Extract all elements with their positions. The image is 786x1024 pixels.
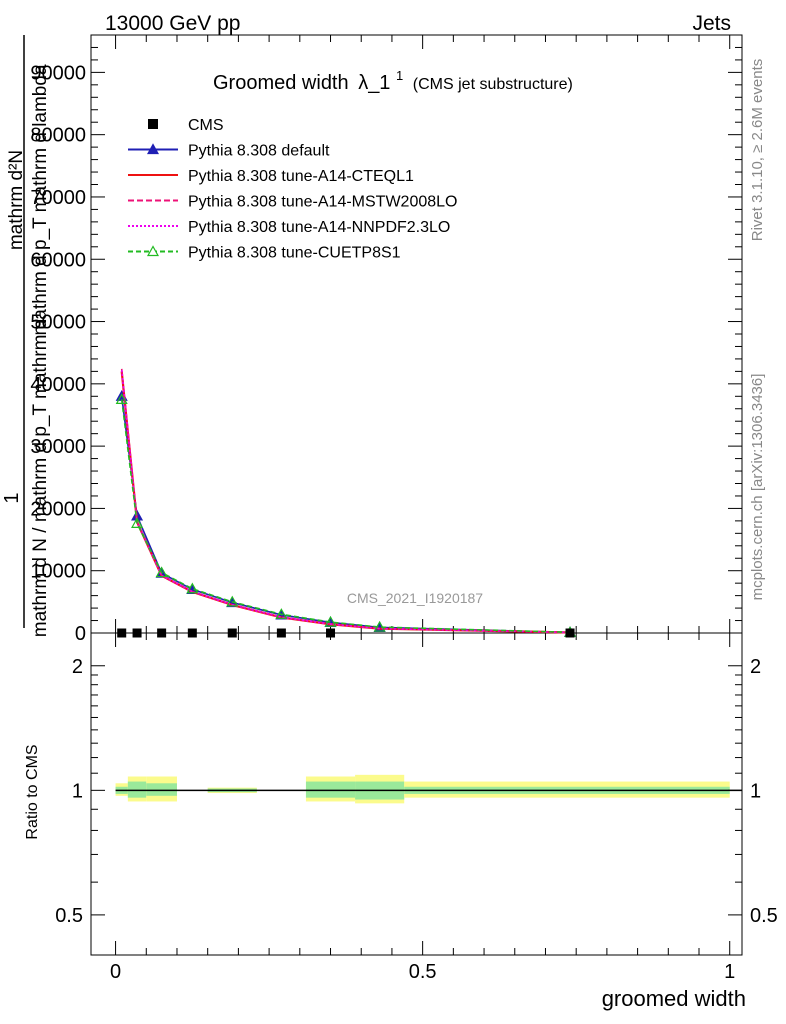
legend-label: Pythia 8.308 tune-CUETP8S1 [188, 245, 401, 262]
header-right-label: Jets [692, 12, 731, 35]
ratio-band-green [146, 783, 177, 796]
x-tick-label: 0 [110, 961, 121, 983]
ratio-layer [115, 774, 742, 804]
ratio-tick-label: 0.5 [55, 905, 83, 927]
legend-marker [146, 143, 160, 155]
legend-marker [146, 245, 160, 257]
cms-data-point [565, 628, 575, 638]
y-tick-label: 80000 [30, 125, 86, 147]
series-marker [131, 517, 144, 528]
legend-label-cms: CMS [188, 117, 224, 134]
ratio-tick-label: 1 [72, 780, 83, 802]
y-tick-label: 20000 [30, 498, 86, 520]
x-axis-label: groomed width [602, 986, 746, 1011]
chart-title-sup: 1 [396, 68, 403, 83]
cms-data-point [276, 628, 286, 638]
y-axis-label: 1 mathrm d²N mathrm d p_T mathrm d lambd… [1, 35, 51, 637]
series-marker [226, 595, 239, 607]
legend-label: Pythia 8.308 tune-A14-CTEQL1 [188, 168, 414, 185]
y-tick-label: 50000 [30, 312, 86, 334]
y-tick-label: 10000 [30, 561, 86, 583]
cms-data-point [132, 628, 142, 638]
data-points-layer [117, 628, 575, 638]
cms-data-point [227, 628, 237, 638]
ratio-tick-label-right: 2 [750, 656, 761, 678]
x-tick-label: 1 [724, 961, 735, 983]
series-line [120, 370, 571, 634]
y-tick-label: 70000 [30, 187, 86, 209]
legend-label: Pythia 8.308 tune-A14-MSTW2008LO [188, 194, 457, 211]
ratio-plot-frame [90, 632, 743, 956]
header-left-label: 13000 GeV pp [105, 12, 240, 35]
series-marker [115, 393, 128, 405]
legend: CMS Pythia 8.308 default Pythia 8.308 tune… [128, 117, 457, 262]
series-marker [373, 620, 386, 632]
y-tick-label: 90000 [30, 62, 86, 84]
cms-data-point [326, 628, 336, 638]
x-tick-label: 0.5 [409, 961, 437, 983]
cms-data-point [157, 628, 167, 638]
y-label-numerator: mathrm d²N [6, 150, 27, 250]
series-marker [186, 582, 199, 594]
y-label-denominator: mathrm d p_T mathrm d lambda [30, 64, 51, 335]
ratio-tick-label-right: 0.5 [750, 905, 778, 927]
series-layer [115, 368, 577, 637]
y-tick-label: 30000 [30, 436, 86, 458]
ratio-tick-label: 2 [72, 656, 83, 678]
cms-data-point [187, 628, 197, 638]
ratio-tick-label-right: 1 [750, 780, 761, 802]
chart-title-note: (CMS jet substructure) [413, 76, 573, 93]
y-tick-label: 60000 [30, 249, 86, 271]
cms-data-point [117, 628, 127, 638]
legend-marker-cms [148, 119, 158, 129]
series-marker [324, 615, 337, 627]
rivet-side-label: Rivet 3.1.10, ≥ 2.6M events [749, 59, 766, 242]
y-label-numerator-2: mathrm d N / mathrm d p_T mathrm d [30, 319, 51, 638]
legend-label: Pythia 8.308 default [188, 143, 330, 160]
chart-title-main: Groomed width [213, 72, 349, 94]
ratio-y-axis-label: Ratio to CMS [24, 744, 41, 839]
y-label-one: 1 [1, 492, 23, 503]
y-tick-label: 0 [75, 623, 86, 645]
series-line [120, 399, 571, 634]
series-line [120, 396, 571, 634]
chart-title: Groomed width λ_1 1 (CMS jet substructur… [213, 63, 573, 94]
mcplots-side-label: mcplots.cern.ch [arXiv:1306.3436] [749, 374, 766, 601]
legend-label: Pythia 8.308 tune-A14-NNPDF2.3LO [188, 219, 450, 236]
y-tick-label: 40000 [30, 374, 86, 396]
series-marker [155, 566, 168, 578]
chart-title-symbol: λ_1 [358, 72, 390, 94]
series-marker [275, 608, 288, 619]
watermark-label: CMS_2021_I1920187 [347, 590, 483, 606]
axes-layer: 0 10000 20000 30000 40000 50000 60000 70000 8000… [30, 34, 778, 983]
